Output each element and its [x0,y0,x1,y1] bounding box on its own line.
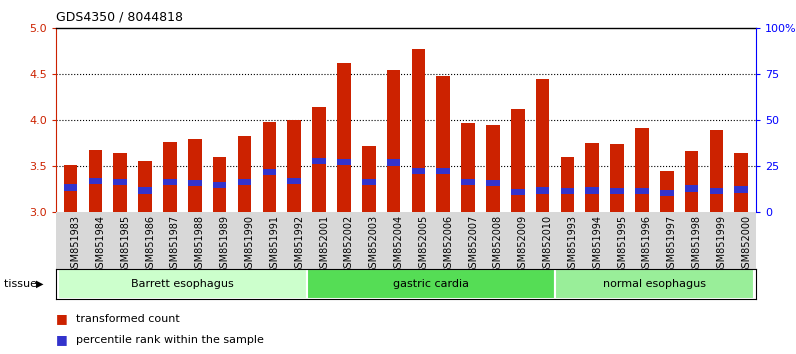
Bar [58,269,306,299]
Text: normal esophagus: normal esophagus [603,279,706,289]
Text: GSM852006: GSM852006 [443,215,453,274]
Text: GSM851985: GSM851985 [120,215,131,274]
Bar [635,188,649,194]
Bar [263,169,276,175]
Bar [685,185,698,192]
Text: ■: ■ [56,333,68,346]
Bar [709,188,724,194]
Bar [387,160,400,166]
Text: GSM852001: GSM852001 [319,215,329,274]
Bar [114,153,127,212]
Bar [511,109,525,212]
Bar [560,188,574,194]
Bar [362,179,376,185]
Text: GDS4350 / 8044818: GDS4350 / 8044818 [56,11,183,24]
Bar [461,179,475,185]
Text: GSM851998: GSM851998 [692,215,701,274]
Bar [735,153,748,212]
Text: GSM851999: GSM851999 [716,215,727,274]
Bar [337,159,351,165]
Text: GSM851997: GSM851997 [667,215,677,274]
Bar [536,79,549,212]
Bar [635,128,649,212]
Bar [611,144,624,212]
Bar [88,150,103,212]
Text: GSM852005: GSM852005 [419,215,428,274]
Bar [660,190,673,196]
Bar [287,178,301,184]
Text: GSM851994: GSM851994 [592,215,603,274]
Bar [555,269,754,299]
Text: GSM851996: GSM851996 [642,215,652,274]
Bar [238,179,252,185]
Text: ▶: ▶ [36,279,43,289]
Text: ■: ■ [56,312,68,325]
Bar [139,187,152,194]
Bar [412,168,425,174]
Bar [306,269,555,299]
Bar [611,188,624,194]
Text: Barrett esophagus: Barrett esophagus [131,279,234,289]
Bar [64,184,77,191]
Text: GSM851986: GSM851986 [145,215,155,274]
Bar [436,76,450,212]
Bar [436,168,450,174]
Text: transformed count: transformed count [76,314,179,324]
Text: GSM851993: GSM851993 [568,215,577,274]
Bar [188,139,201,212]
Bar [139,161,152,212]
Text: GSM852008: GSM852008 [493,215,503,274]
Bar [88,178,103,184]
Text: GSM851990: GSM851990 [244,215,255,274]
Text: GSM851983: GSM851983 [71,215,80,274]
Text: GSM852004: GSM852004 [393,215,404,274]
Bar [114,179,127,185]
Text: GSM851984: GSM851984 [96,215,105,274]
Text: tissue: tissue [4,279,41,289]
Bar [511,189,525,195]
Text: percentile rank within the sample: percentile rank within the sample [76,335,263,345]
Bar [461,123,475,212]
Bar [412,48,425,212]
Bar [660,171,673,212]
Bar [163,179,177,185]
Bar [213,157,227,212]
Bar [735,186,748,193]
Text: GSM852010: GSM852010 [543,215,552,274]
Bar [585,143,599,212]
Bar [312,158,326,164]
Text: GSM851989: GSM851989 [220,215,230,274]
Bar [337,63,351,212]
Bar [163,142,177,212]
Text: GSM852000: GSM852000 [741,215,751,274]
Text: GSM851995: GSM851995 [617,215,627,274]
Text: GSM852009: GSM852009 [517,215,528,274]
Bar [312,107,326,212]
Bar [387,70,400,212]
Bar [263,122,276,212]
Bar [585,187,599,194]
Text: GSM851988: GSM851988 [195,215,205,274]
Bar [685,151,698,212]
Text: GSM852002: GSM852002 [344,215,354,274]
Bar [64,165,77,212]
Text: GSM852003: GSM852003 [369,215,379,274]
Bar [536,187,549,194]
Text: GSM851987: GSM851987 [170,215,180,274]
Bar [486,125,500,212]
Bar [709,130,724,212]
Bar [486,180,500,186]
Bar [238,136,252,212]
Bar [362,146,376,212]
Bar [560,157,574,212]
Text: GSM851992: GSM851992 [295,215,304,274]
Bar [188,180,201,186]
Bar [287,120,301,212]
Text: GSM851991: GSM851991 [269,215,279,274]
Text: GSM852007: GSM852007 [468,215,478,274]
Text: gastric cardia: gastric cardia [392,279,469,289]
Bar [213,182,227,188]
